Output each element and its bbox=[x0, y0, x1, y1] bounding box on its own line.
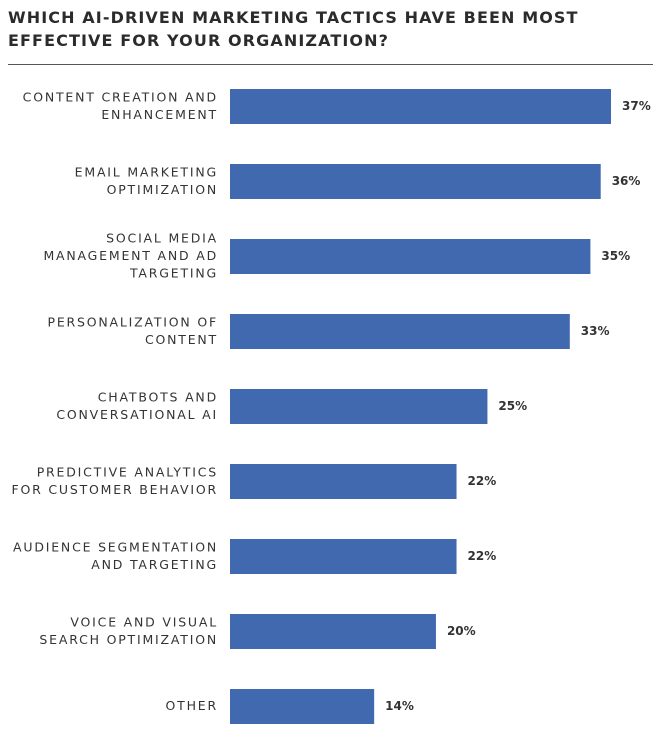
category-label-4: PERSONALIZATION OF CONTENT bbox=[47, 314, 218, 347]
category-label-3: SOCIAL MEDIA MANAGEMENT AND AD TARGETING bbox=[43, 231, 218, 281]
bar-6 bbox=[230, 464, 457, 499]
value-label-1: 37% bbox=[622, 99, 651, 113]
bar-4 bbox=[230, 314, 570, 349]
category-label-8: VOICE AND VISUAL SEARCH OPTIMIZATION bbox=[39, 614, 218, 647]
bar-5 bbox=[230, 389, 488, 424]
category-label-6: PREDICTIVE ANALYTICS FOR CUSTOMER BEHAVIO… bbox=[11, 464, 218, 497]
category-label-1: CONTENT CREATION AND ENHANCEMENT bbox=[23, 89, 218, 122]
category-label-7: AUDIENCE SEGMENTATION AND TARGETING bbox=[13, 539, 218, 572]
value-label-2: 36% bbox=[612, 174, 641, 188]
value-label-7: 22% bbox=[468, 549, 497, 563]
bar-2 bbox=[230, 164, 601, 199]
bar-7 bbox=[230, 539, 457, 574]
chart-title: WHICH AI-DRIVEN MARKETING TACTICS HAVE B… bbox=[8, 8, 579, 50]
category-label-5: CHATBOTS AND CONVERSATIONAL AI bbox=[56, 389, 218, 422]
value-label-3: 35% bbox=[601, 249, 630, 263]
bar-9 bbox=[230, 689, 375, 724]
value-label-4: 33% bbox=[581, 324, 610, 338]
value-label-5: 25% bbox=[498, 399, 527, 413]
title-divider bbox=[8, 64, 653, 65]
category-label-9: OTHER bbox=[166, 698, 218, 713]
bar-8 bbox=[230, 614, 436, 649]
value-label-9: 14% bbox=[385, 699, 414, 713]
bar-3 bbox=[230, 239, 591, 274]
bar-1 bbox=[230, 89, 611, 124]
value-label-6: 22% bbox=[468, 474, 497, 488]
value-label-8: 20% bbox=[447, 624, 476, 638]
category-label-2: EMAIL MARKETING OPTIMIZATION bbox=[75, 164, 218, 197]
